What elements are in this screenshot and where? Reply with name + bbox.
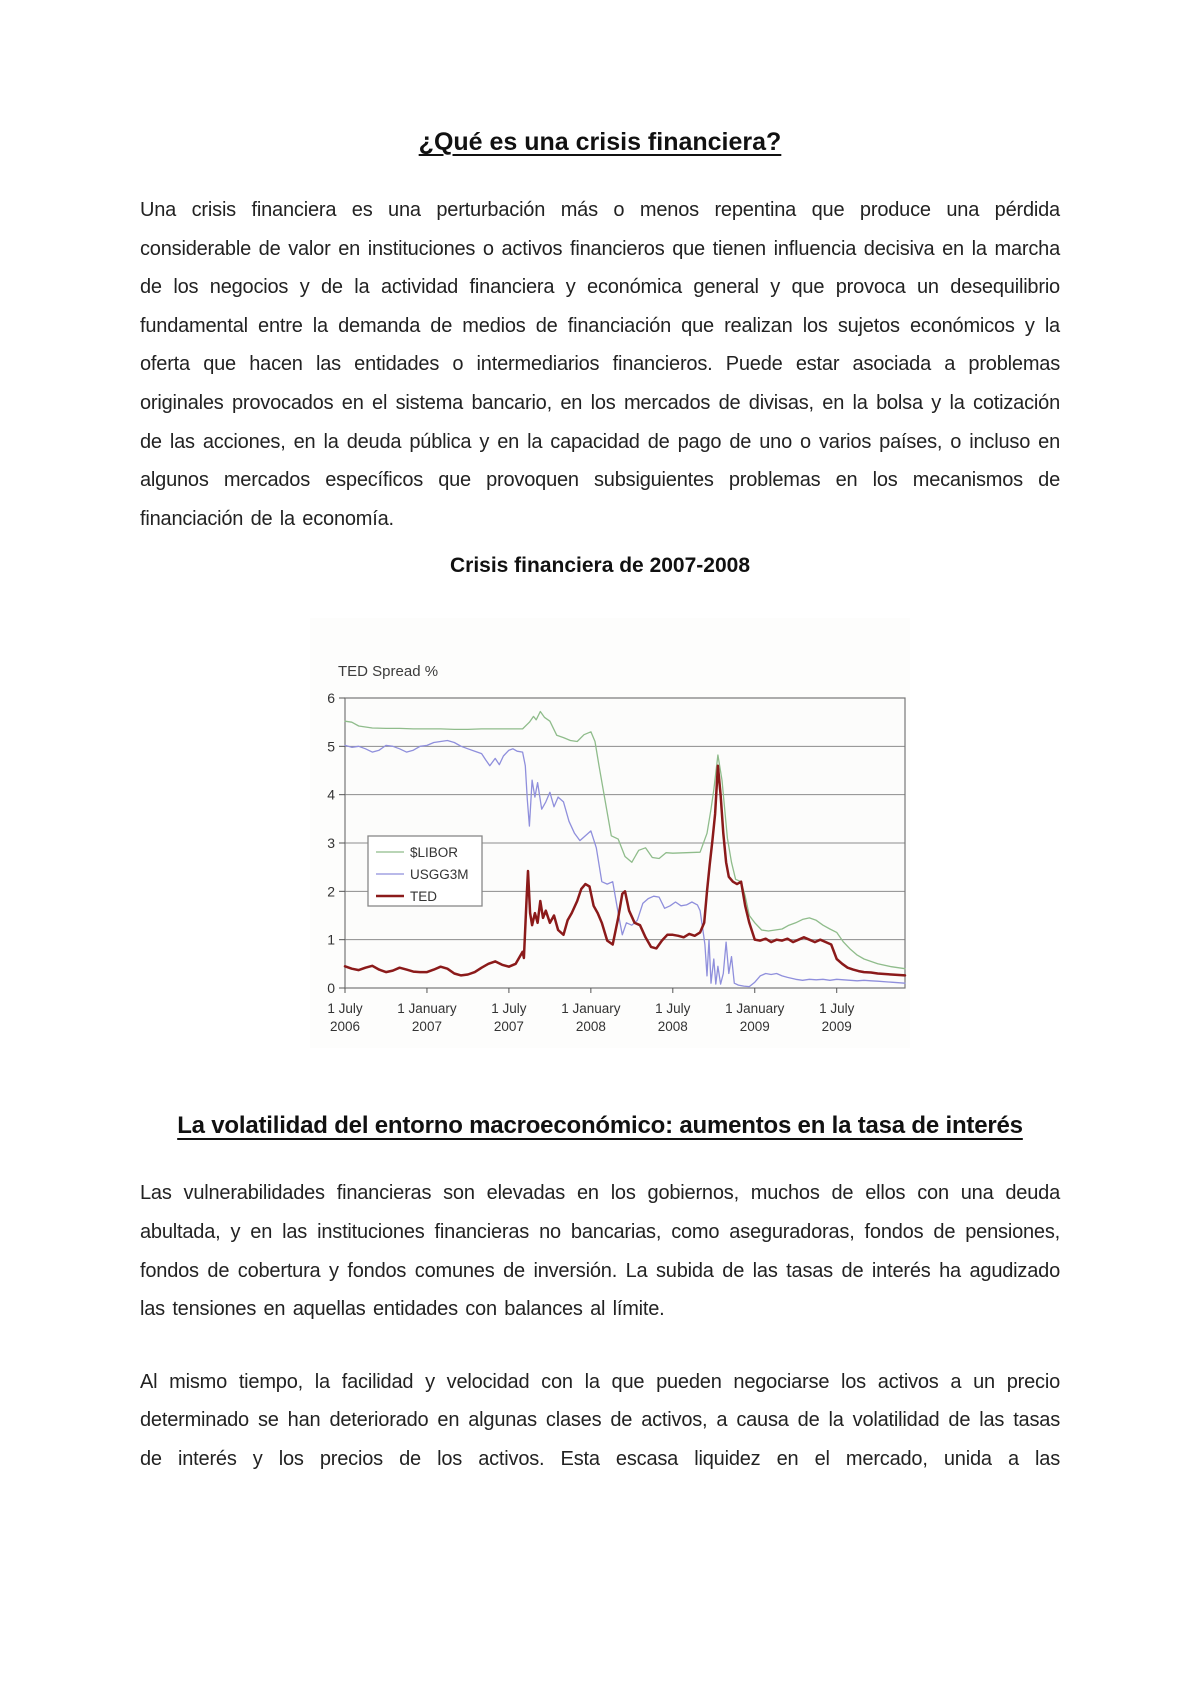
x-tick-label: 1 January xyxy=(561,1001,621,1016)
intro-paragraph: Una crisis financiera es una perturbació… xyxy=(140,199,1060,530)
x-tick-label-year: 2008 xyxy=(658,1019,688,1034)
legend-label-USGG3M: USGG3M xyxy=(410,867,469,882)
x-tick-label: 1 July xyxy=(819,1001,855,1016)
section-paragraph-2: Al mismo tiempo, la facilidad y velocida… xyxy=(140,1370,1060,1470)
series-line-$LIBOR xyxy=(344,711,906,970)
section-heading: La volatilidad del entorno macroeconómic… xyxy=(177,1112,1023,1140)
x-tick-label: 1 July xyxy=(491,1001,527,1016)
x-tick-label-year: 2009 xyxy=(822,1019,852,1034)
x-tick-label-year: 2007 xyxy=(494,1019,524,1034)
ted-spread-chart: 0 1 2 3 4 5 6 1 July 2006 1 January 2007 1 July 2007… xyxy=(327,663,907,1034)
legend-box xyxy=(367,835,483,907)
document-title: ¿Qué es una crisis financiera? xyxy=(418,128,782,156)
section-paragraph-1: Las vulnerabilidades financieras son ele… xyxy=(140,1182,1060,1321)
x-tick-label-year: 2008 xyxy=(576,1019,606,1034)
series-line-USGG3M xyxy=(344,740,906,988)
y-tick-label: 2 xyxy=(327,884,335,900)
x-tick-label: 1 January xyxy=(397,1001,457,1016)
chart-legend: $LIBOR USGG3M TED xyxy=(367,835,483,907)
legend-label-TED: TED xyxy=(410,889,437,904)
x-tick-label-year: 2006 xyxy=(330,1019,360,1034)
y-tick-label: 6 xyxy=(327,690,335,706)
content-column: ¿Qué es una crisis financiera? Una crisi… xyxy=(140,128,1060,1479)
chart-title: TED Spread % xyxy=(338,663,438,680)
y-tick-label: 0 xyxy=(327,980,335,996)
chart-caption: Crisis financiera de 2007-2008 xyxy=(449,554,750,578)
x-tick-label-year: 2007 xyxy=(412,1019,442,1034)
legend-label-$LIBOR: $LIBOR xyxy=(410,845,458,860)
x-tick-label: 1 July xyxy=(327,1001,363,1016)
x-tick-label: 1 January xyxy=(725,1001,785,1016)
y-tick-label: 5 xyxy=(327,739,335,755)
x-tick-label: 1 July xyxy=(655,1001,691,1016)
x-tick-label-year: 2009 xyxy=(740,1019,770,1034)
y-tick-label: 3 xyxy=(327,835,335,851)
ted-spread-chart-figure: 0 1 2 3 4 5 6 1 July 2006 1 January 2007 1 July 2007… xyxy=(310,618,910,1049)
y-tick-label: 1 xyxy=(327,932,335,948)
series-line-TED xyxy=(343,764,907,977)
y-tick-label: 4 xyxy=(327,787,335,803)
